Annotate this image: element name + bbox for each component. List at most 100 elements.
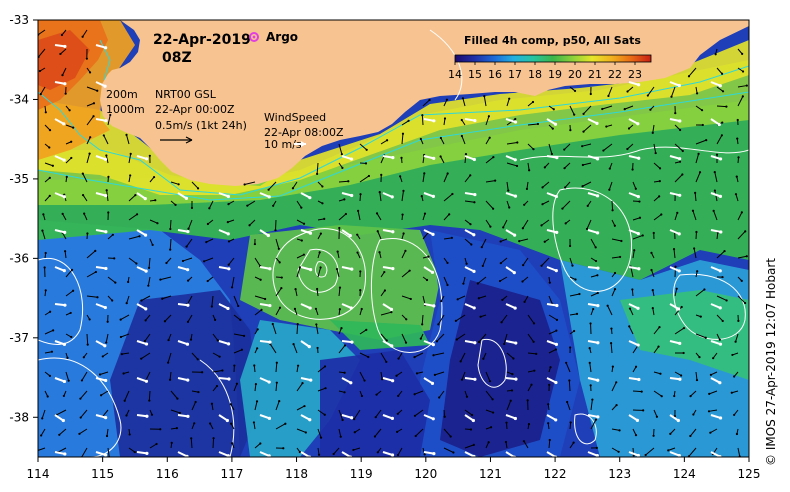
current-arrow-head [101,355,104,358]
sst-patch [38,30,90,90]
current-arrow-head [338,226,341,230]
wind-arrow-head [103,84,107,88]
wind-arrow [95,414,106,419]
current-arrow [485,200,494,210]
wind-arrow [54,118,65,125]
current-arrow-head [338,308,341,311]
current-arrow-head [488,136,491,139]
current-arrow [254,295,266,300]
altimetry-contour [477,338,507,388]
current-arrow-head [353,418,356,421]
current-arrow-head [79,397,82,400]
current-arrow [713,210,718,221]
current-arrow-head [43,266,46,269]
wind-arrow-head [308,306,312,310]
current-arrow [86,250,96,259]
current-arrow [611,428,620,431]
current-arrow-head [181,259,185,263]
current-arrow-head [536,122,540,126]
current-arrow-head [140,357,143,360]
current-arrow-head [594,259,598,263]
wind-arrow-head [63,452,67,456]
current-arrow-head [72,126,75,129]
current-arrow-head [401,213,404,216]
current-arrow-head [148,154,151,157]
wind-arrow-head [554,342,559,346]
wind-arrow-head [104,46,108,50]
wind-arrow-head [635,418,640,422]
wind-arrow [54,414,64,422]
current-arrow-head [482,357,485,360]
current-arrow [506,181,509,191]
current-arrow-head [256,328,259,331]
current-arrow-head [721,90,725,93]
current-arrow-head [298,266,302,269]
current-arrow-head [499,262,502,265]
current-arrow [569,422,572,430]
wind-arrow [300,266,311,271]
wind-arrow-head [185,342,190,346]
wind-arrow-head [391,267,395,271]
current-arrow-head [109,113,112,117]
wind-arrow [546,303,558,307]
current-arrow-head [360,307,363,311]
wind-arrow [464,303,475,309]
current-arrow [483,96,487,107]
current-arrow-head [68,109,71,112]
current-arrow [164,314,172,322]
current-arrow [674,288,678,297]
current-arrow [443,213,450,221]
current-arrow [357,210,361,221]
current-arrow-head [469,428,473,431]
current-arrow [611,404,617,411]
current-arrow [443,99,448,107]
current-arrow [653,195,660,202]
wind-arrow [546,118,557,126]
current-arrow-head [98,373,102,376]
wind-arrow-head [62,122,66,126]
current-arrow-head [555,318,559,321]
current-arrow [502,219,508,228]
current-arrow-head [730,391,733,394]
current-arrow-head [460,378,464,381]
current-arrow-head [277,247,280,250]
current-arrow [401,133,404,145]
current-arrow [443,193,453,202]
current-arrow [233,383,238,392]
current-arrow [710,371,718,376]
y-tick-label: -33 [9,13,29,27]
current-arrow-head [396,412,399,415]
current-arrow-head [530,383,533,386]
current-arrow-head [105,154,108,157]
current-arrow-head [62,394,65,398]
current-arrow-head [235,382,238,385]
current-arrow [338,409,344,421]
wind-arrow-head [226,342,231,346]
current-arrow [107,276,116,283]
current-arrow [464,219,471,225]
current-arrow-head [340,327,343,330]
current-arrow [569,313,578,316]
current-arrow [86,153,91,164]
current-arrow [124,390,130,401]
current-arrow [602,105,613,110]
current-arrow [65,371,70,381]
current-arrow-head [565,361,568,364]
wind-arrow-head [596,415,600,419]
current-arrow [478,333,487,343]
wind-arrow [587,229,598,234]
current-arrow [440,156,445,164]
current-arrow-head [48,129,52,132]
sst-patch [620,290,749,380]
wind-arrow [341,451,352,457]
current-arrow-head [404,249,407,252]
wind-arrow-head [390,344,394,348]
current-arrow-head [415,372,419,375]
current-arrow-head [609,342,613,345]
current-arrow-head [626,147,629,151]
current-arrow-head [525,187,529,191]
current-arrow [651,269,655,278]
wind-arrow-head [636,122,640,126]
wind-arrow [587,414,599,418]
current-arrow-head [94,249,97,253]
